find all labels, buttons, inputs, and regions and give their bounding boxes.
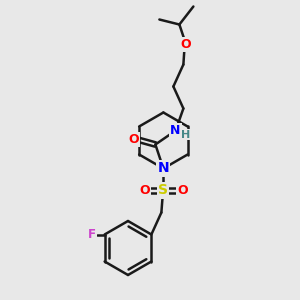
Text: N: N	[158, 161, 169, 176]
Text: N: N	[158, 161, 169, 176]
Text: O: O	[139, 184, 150, 197]
Text: O: O	[128, 133, 139, 146]
Text: F: F	[88, 228, 96, 241]
Text: N: N	[170, 124, 181, 137]
Text: H: H	[181, 130, 190, 140]
Text: S: S	[158, 184, 168, 197]
Text: O: O	[177, 184, 188, 197]
Text: O: O	[180, 38, 191, 51]
